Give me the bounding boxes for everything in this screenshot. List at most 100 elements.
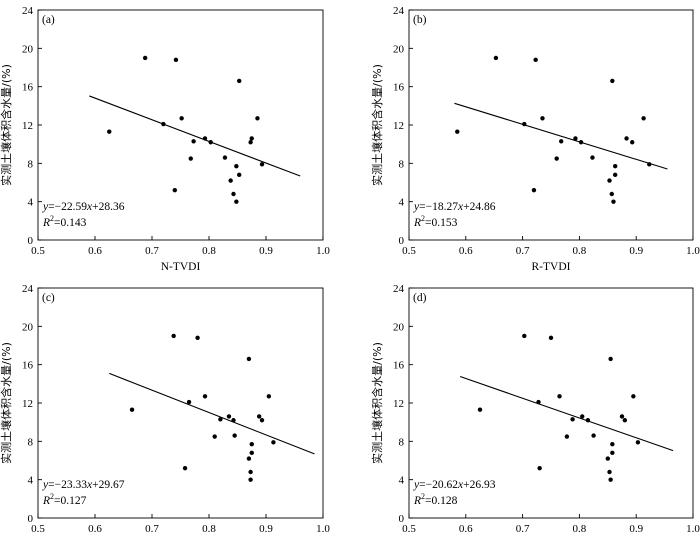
chart-0-point-6: [188, 156, 193, 161]
chart-1-point-18: [630, 140, 635, 145]
chart-0-r-squared-sup: 2: [50, 214, 54, 223]
chart-1-equation: y=−18.27x+24.86: [413, 201, 496, 213]
chart-0-xtick-label-5: 1.0: [316, 245, 330, 257]
chart-1-ytick-label-1: 4: [399, 197, 405, 209]
chart-2-xtick-label-3: 0.8: [202, 523, 216, 535]
chart-0-ytick-label-1: 4: [28, 197, 34, 209]
chart-3-xtick-label-5: 1.0: [686, 523, 700, 535]
chart-2-point-20: [271, 440, 276, 445]
chart-3-ytick-label-5: 20: [393, 321, 405, 333]
chart-0-point-4: [173, 57, 179, 63]
chart-3-r-squared-r: R: [413, 495, 421, 507]
chart-2-r-squared-sup: 2: [50, 492, 54, 501]
chart-3-xtick-label-0: 0.5: [402, 523, 416, 535]
chart-1-point-8: [573, 136, 578, 141]
chart-2-r-squared: R2=0.127: [42, 492, 87, 507]
chart-2-point-15: [249, 450, 254, 456]
chart-2-panel: 0.50.60.70.80.91.004812162024(c)A-TVDI实测…: [0, 283, 330, 540]
chart-2-equation-x: x: [86, 479, 93, 491]
chart-2-point-13: [248, 477, 253, 482]
chart-1-equation-intercept: +24.86: [463, 201, 496, 213]
chart-2-point-6: [212, 434, 217, 439]
chart-2-equation-coef: =−23.33: [48, 479, 87, 491]
chart-1-point-12: [609, 191, 614, 197]
chart-2-regression-line: [109, 372, 315, 455]
chart-0-point-19: [255, 116, 260, 121]
chart-2-r-squared-value: =0.127: [54, 495, 87, 507]
chart-3-point-15: [610, 450, 615, 456]
chart-1-regression-line: [454, 102, 668, 170]
chart-3-panel-label: (d): [413, 292, 427, 304]
chart-0-ytick-label-2: 8: [28, 158, 34, 170]
chart-3-panel: 0.50.60.70.80.91.004812162024(d)M-TVDI实测…: [370, 283, 700, 540]
chart-0-point-7: [191, 139, 196, 144]
chart-1-point-3: [531, 187, 537, 193]
chart-3-point-12: [607, 469, 612, 475]
chart-2-point-9: [231, 418, 236, 423]
chart-0-equation-coef: =−22.59: [48, 201, 87, 213]
chart-3-point-16: [608, 356, 613, 362]
chart-2-xtick-label-4: 0.9: [259, 523, 273, 535]
chart-1-point-10: [590, 155, 595, 160]
chart-2-point-3: [182, 465, 188, 471]
chart-0-regression-line: [89, 95, 301, 177]
chart-1-y-axis-title: 实测土壤体积含水量/(%): [370, 64, 384, 186]
chart-0-point-17: [248, 140, 253, 145]
chart-0-point-15: [237, 172, 242, 178]
chart-1-ytick-label-2: 8: [399, 158, 405, 170]
chart-3-point-3: [537, 465, 542, 471]
chart-3-r-squared-sup: 2: [421, 492, 425, 501]
chart-0-r-squared-value: =0.143: [54, 217, 87, 229]
chart-3-ytick-label-0: 0: [399, 513, 405, 525]
chart-1-point-5: [540, 116, 545, 121]
chart-3-point-2: [536, 399, 541, 405]
chart-1-xtick-label-1: 0.6: [459, 245, 473, 257]
chart-1-point-6: [554, 156, 559, 161]
chart-3-ytick-label-2: 8: [399, 436, 405, 448]
chart-2-panel-label: (c): [42, 292, 55, 304]
chart-2-point-12: [248, 469, 253, 475]
chart-1-point-17: [624, 136, 629, 141]
chart-1-r-squared: R2=0.153: [413, 214, 458, 229]
chart-3-r-squared: R2=0.128: [413, 492, 458, 507]
chart-2-point-7: [218, 417, 223, 422]
chart-3-equation-intercept: +26.93: [463, 479, 496, 491]
chart-3-point-20: [635, 440, 641, 445]
chart-2-point-18: [259, 418, 265, 423]
chart-3-point-4: [548, 335, 554, 341]
chart-0-ytick-label-3: 12: [22, 120, 33, 132]
chart-1-point-0: [455, 129, 460, 134]
chart-1-equation-y: y: [413, 201, 420, 213]
chart-0-point-12: [231, 191, 236, 197]
chart-0-equation-intercept: +28.36: [92, 201, 125, 213]
chart-0-equation-x: x: [86, 201, 93, 213]
chart-0-r-squared-r: R: [42, 217, 50, 229]
chart-3-xtick-label-1: 0.6: [459, 523, 473, 535]
chart-2-r-squared-r: R: [42, 495, 50, 507]
chart-0-equation: y=−22.59x+28.36: [42, 201, 125, 213]
chart-1-point-19: [641, 116, 646, 121]
chart-3-point-9: [585, 418, 591, 423]
chart-2-xtick-label-1: 0.6: [88, 523, 102, 535]
chart-3-point-6: [564, 434, 570, 439]
chart-3-xtick-label-2: 0.7: [516, 523, 530, 535]
chart-2-ytick-label-4: 16: [22, 360, 34, 372]
chart-1-point-11: [607, 178, 612, 183]
chart-2-ytick-label-2: 8: [28, 436, 34, 448]
chart-3-xtick-label-3: 0.8: [573, 523, 587, 535]
chart-0-xtick-label-3: 0.8: [202, 245, 216, 257]
chart-3-ytick-label-1: 4: [399, 475, 405, 487]
chart-0-point-0: [107, 129, 112, 134]
chart-3-point-10: [591, 433, 596, 438]
chart-2-point-8: [226, 414, 232, 419]
chart-0-ytick-label-0: 0: [28, 235, 34, 247]
chart-3-regression-line: [459, 375, 674, 452]
chart-1-point-15: [612, 172, 618, 178]
chart-0-point-11: [228, 178, 233, 183]
chart-2-ytick-label-5: 20: [22, 321, 34, 333]
chart-0-point-14: [234, 164, 239, 169]
chart-2-y-axis-title: 实测土壤体积含水量/(%): [0, 342, 13, 464]
chart-3-ytick-label-3: 12: [393, 398, 404, 410]
chart-3-ytick-label-6: 24: [393, 283, 405, 295]
